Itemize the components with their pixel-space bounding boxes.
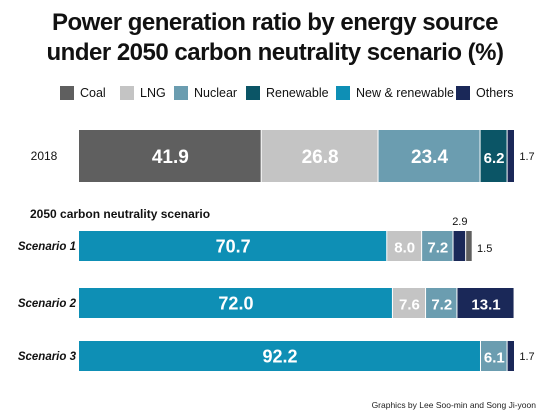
bar-scenario-3-new-renewable [79, 341, 480, 371]
legend-item-coal: Coal [60, 86, 106, 100]
credit-text: Graphics by Lee Soo-min and Song Ji-yoon [371, 400, 536, 410]
legend-label-renewable: Renewable [266, 86, 329, 100]
data-label-scenario-3-others: 1.7 [519, 351, 534, 363]
bar-scenario-2-lng [392, 288, 426, 318]
data-label-scenario-2-nuclear: 7.2 [431, 296, 452, 313]
legend-swatch-renewable [246, 86, 260, 100]
legend-item-lng: LNG [120, 86, 166, 100]
legend-swatch-lng [120, 86, 134, 100]
bar-2018-nuclear [378, 130, 480, 182]
bar-scenario-1-nuclear [422, 231, 453, 261]
legend-swatch-coal [60, 86, 74, 100]
bar-scenario-1-lng [387, 231, 422, 261]
data-label-scenario-2-new-renewable: 72.0 [218, 293, 253, 313]
legend-label-new-renewable: New & renewable [356, 86, 454, 100]
data-label-2018-others: 1.7 [519, 151, 534, 163]
data-label-scenario-1-nuclear: 7.2 [427, 239, 448, 256]
legend-item-others: Others [456, 86, 514, 100]
data-label-scenario-1-lng: 8.0 [394, 239, 415, 256]
chart-title: Power generation ratio by energy source … [0, 8, 550, 68]
data-label-2018-renewable: 6.2 [484, 150, 505, 167]
data-label-scenario-2-others: 13.1 [471, 296, 500, 313]
legend-label-others: Others [476, 86, 514, 100]
bar-scenario-2-new-renewable [79, 288, 392, 318]
row-label-scenario-2: Scenario 2 [18, 298, 77, 310]
row-label-2018: 2018 [31, 149, 58, 163]
legend: Coal LNG Nuclear Renewable New & renewab… [60, 86, 540, 104]
bar-scenario-1-others [453, 231, 466, 261]
legend-item-renewable: Renewable [246, 86, 329, 100]
data-label-scenario-2-lng: 7.6 [399, 296, 420, 313]
data-label-2018-lng: 26.8 [302, 147, 339, 168]
bar-scenario-1-coal [466, 231, 472, 261]
bar-2018-others [507, 130, 514, 182]
data-label-scenario-1-others: 2.9 [452, 216, 467, 228]
data-label-scenario-1-new-renewable: 70.7 [216, 236, 251, 256]
data-label-scenario-1-coal: 1.5 [477, 243, 492, 255]
legend-label-nuclear: Nuclear [194, 86, 238, 100]
bar-2018-renewable [480, 130, 507, 182]
bar-scenario-1-new-renewable [79, 231, 387, 261]
group-label: 2050 carbon neutrality scenario [30, 207, 210, 221]
legend-label-coal: Coal [80, 86, 106, 100]
legend-swatch-others [456, 86, 470, 100]
legend-label-lng: LNG [140, 86, 166, 100]
bar-2018-coal [79, 130, 261, 182]
title-line-2: under 2050 carbon neutrality scenario (%… [46, 39, 504, 66]
legend-swatch-nuclear [174, 86, 188, 100]
row-label-scenario-3: Scenario 3 [18, 351, 77, 363]
bar-scenario-3-others [507, 341, 514, 371]
legend-swatch-new-renewable [336, 86, 350, 100]
bar-scenario-3-nuclear [480, 341, 507, 371]
bar-scenario-2-nuclear [426, 288, 457, 318]
bar-scenario-2-others [457, 288, 514, 318]
title-line-1: Power generation ratio by energy source [52, 9, 498, 36]
data-label-2018-nuclear: 23.4 [411, 147, 448, 168]
data-label-scenario-3-nuclear: 6.1 [484, 349, 505, 366]
legend-item-new-renewable: New & renewable [336, 86, 454, 100]
data-label-2018-coal: 41.9 [152, 147, 189, 168]
legend-item-nuclear: Nuclear [174, 86, 237, 100]
row-label-scenario-1: Scenario 1 [18, 241, 76, 253]
data-label-scenario-3-new-renewable: 92.2 [262, 346, 297, 366]
bar-2018-lng [261, 130, 378, 182]
